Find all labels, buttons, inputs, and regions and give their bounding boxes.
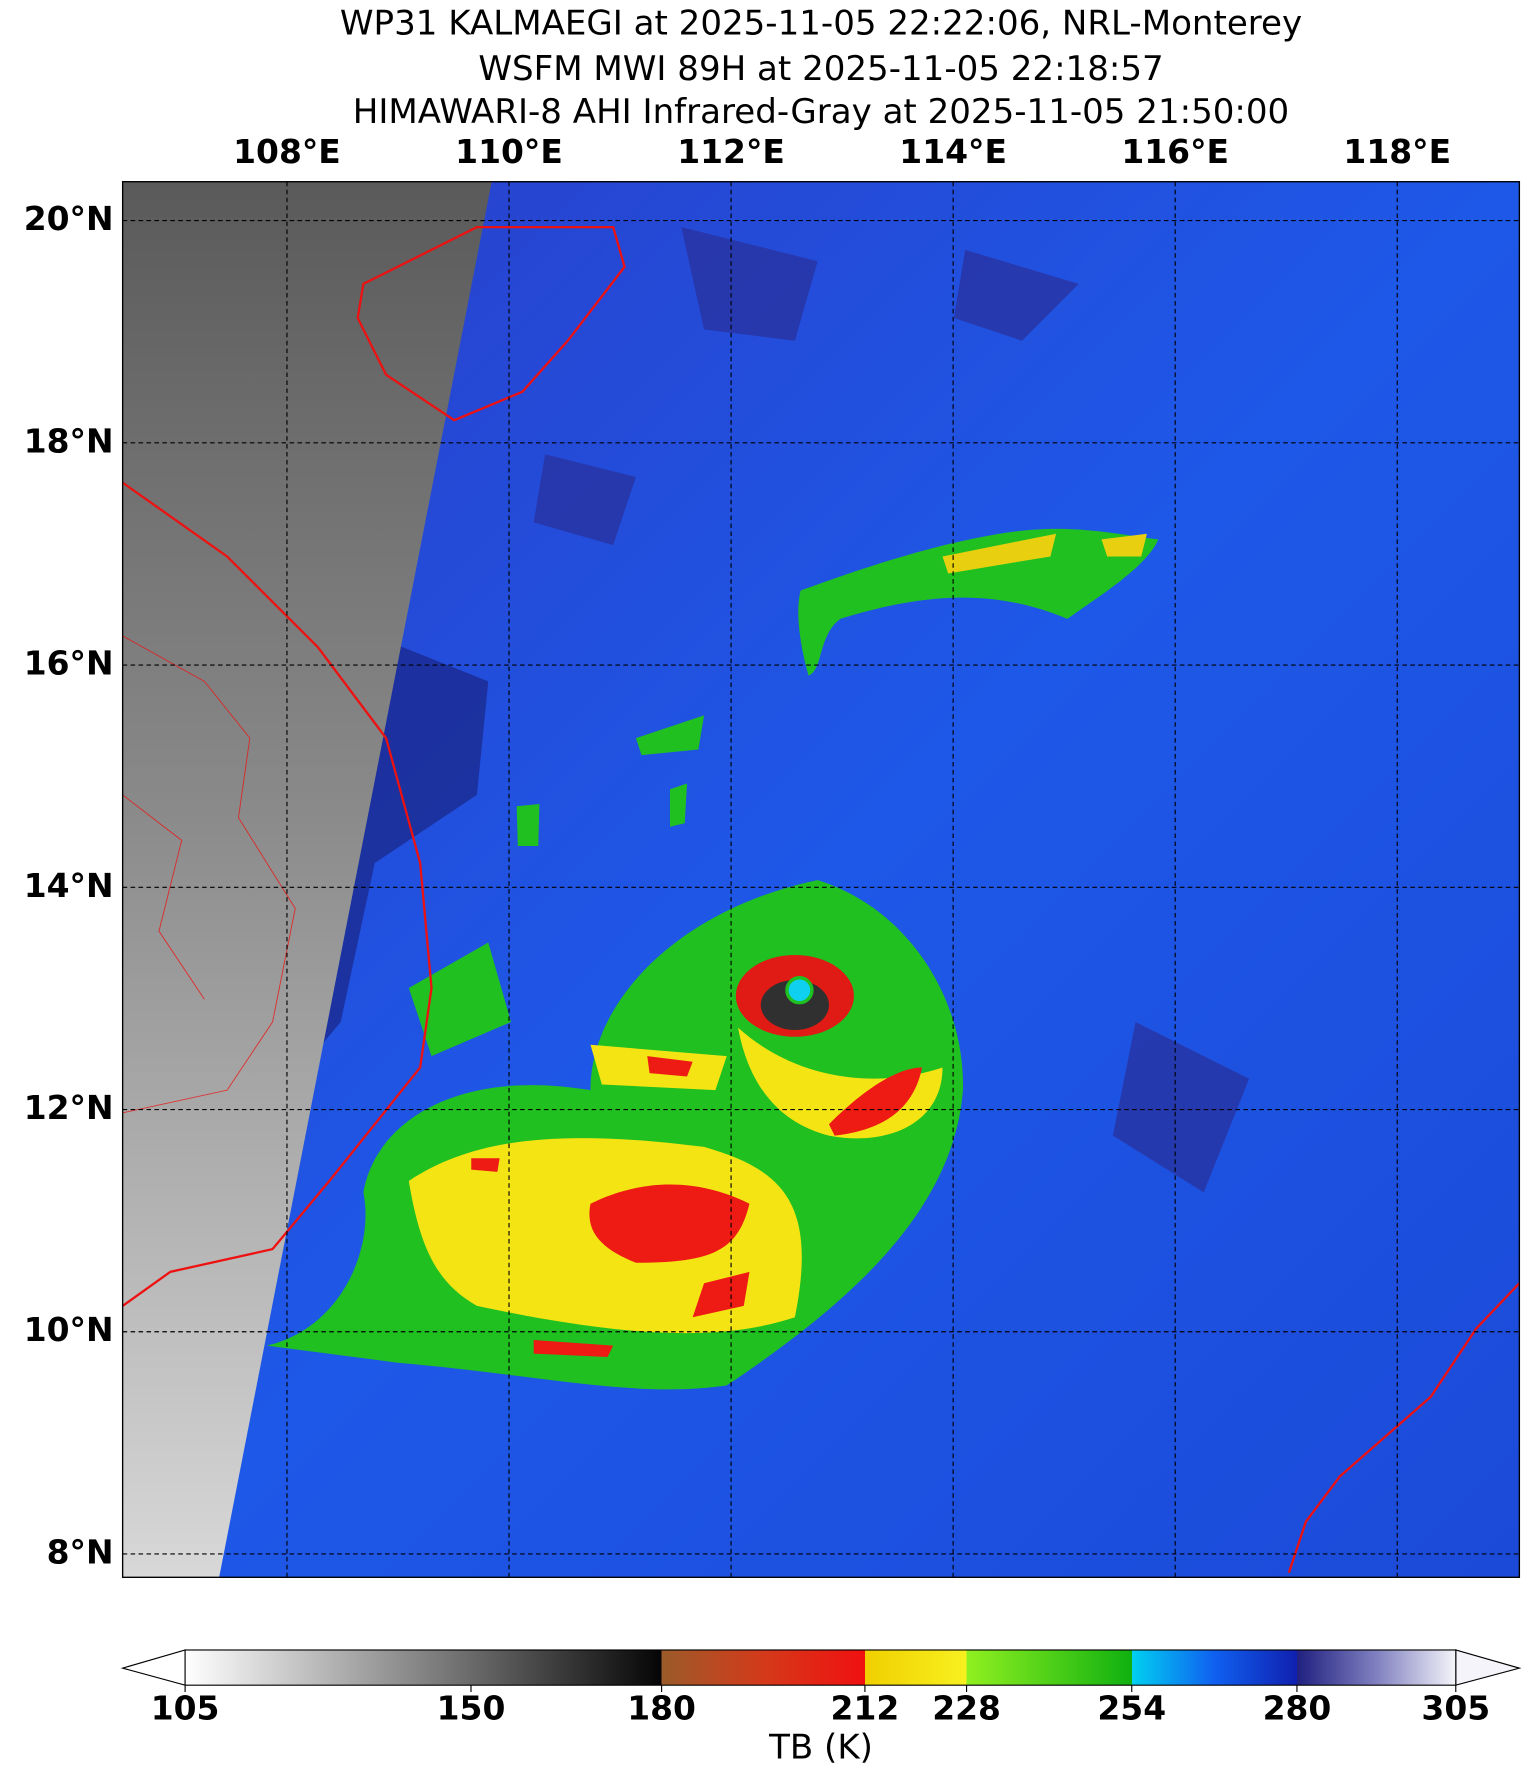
x-tick-label: 118°E [1343, 132, 1451, 171]
colorbar-tick-label: 105 [151, 1689, 220, 1728]
rain-band [408, 1027, 943, 1334]
cold-cloud [533, 227, 1250, 1193]
colorbar-extend-high [1455, 1649, 1522, 1686]
x-tick-label: 108°E [233, 132, 341, 171]
colorbar-extend-low [120, 1649, 186, 1686]
y-tick-label: 20°N [24, 199, 114, 238]
title-line: HIMAWARI-8 AHI Infrared-Gray at 2025-11-… [353, 92, 1289, 132]
x-tick-label: 110°E [455, 132, 563, 171]
colorbar-label: TB (K) [768, 1727, 873, 1767]
y-tick-label: 10°N [24, 1310, 114, 1349]
border [122, 635, 296, 1114]
coastline [122, 225, 1520, 1574]
rain-band [516, 528, 1159, 847]
title-line: WSFM MWI 89H at 2025-11-05 22:18:57 [478, 49, 1163, 89]
colorbar-tick-label: 254 [1097, 1689, 1166, 1728]
colorbar-tick-label: 228 [932, 1689, 1001, 1728]
map-frame [121, 181, 1521, 1578]
eye [785, 976, 814, 1005]
colorbar-body [184, 1649, 1457, 1686]
y-tick-label: 16°N [24, 644, 114, 683]
colorbar [120, 1649, 1522, 1692]
y-tick-label: 12°N [24, 1088, 114, 1127]
infrared-swath [122, 181, 492, 1578]
colorbar-tick-label: 150 [437, 1689, 506, 1728]
map-image [122, 181, 1520, 1578]
y-tick-label: 18°N [24, 421, 114, 460]
x-tick-label: 114°E [899, 132, 1007, 171]
colorbar-tick-label: 280 [1263, 1689, 1332, 1728]
deep-convection [471, 1056, 923, 1358]
x-tick-label: 112°E [677, 132, 785, 171]
rain-band [942, 533, 1147, 574]
y-tick-label: 8°N [47, 1532, 114, 1571]
colorbar-tick-label: 305 [1421, 1689, 1490, 1728]
title-line: WP31 KALMAEGI at 2025-11-05 22:22:06, NR… [340, 4, 1302, 44]
y-tick-label: 14°N [24, 866, 114, 905]
colorbar-tick-label: 180 [627, 1689, 696, 1728]
colorbar-tick-label: 212 [831, 1689, 900, 1728]
x-tick-label: 116°E [1121, 132, 1229, 171]
